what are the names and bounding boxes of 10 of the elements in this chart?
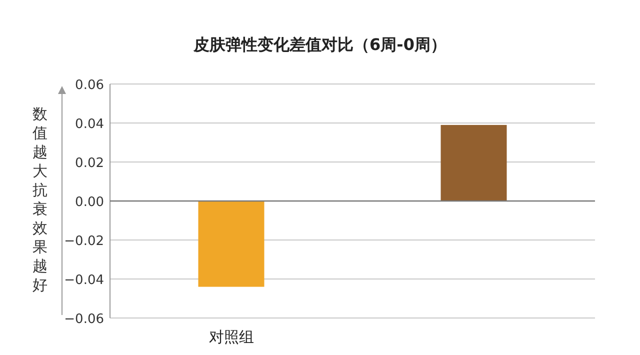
- y-tick-label: 0.00: [75, 195, 104, 210]
- chart-title: 皮肤弹性变化差值对比（6周-0周）: [192, 35, 446, 54]
- y-tick-label: −0.06: [64, 312, 104, 327]
- y-tick-label: −0.02: [64, 234, 104, 249]
- x-tick-label: 对照组: [208, 328, 254, 346]
- y-tick-label: 0.02: [75, 156, 104, 171]
- y-tick-label: 0.04: [75, 117, 104, 132]
- y-tick-label: 0.06: [75, 78, 104, 93]
- text: 数值越大抗衰效果越好: [32, 105, 48, 294]
- y-tick-label: −0.04: [64, 273, 104, 288]
